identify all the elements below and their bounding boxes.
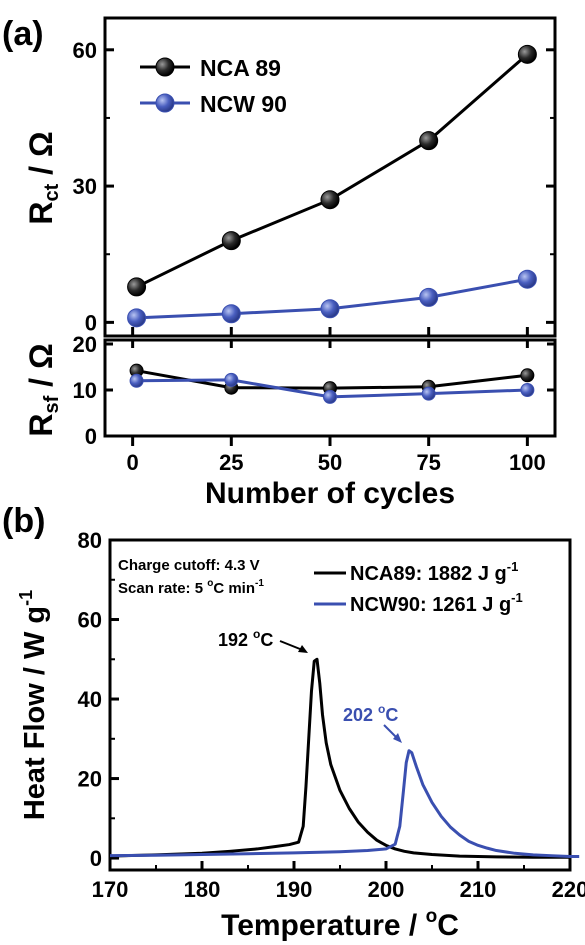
legend-nca-label: NCA 89 [200, 55, 281, 81]
a-bot-point-nca [520, 368, 535, 383]
a-bot-ytick-label: 10 [73, 378, 97, 403]
b-ytick-label: 40 [78, 687, 102, 712]
note-scan-rate-main: Scan rate: 5 [118, 580, 207, 597]
b-ytick-label: 20 [78, 767, 102, 792]
a-bot-xtick-label: 50 [318, 450, 342, 475]
panel-b-legend: NCA89: 1882 J g-1 NCW90: 1261 J g-1 [314, 559, 523, 616]
peak-ncw-sup: o [378, 702, 385, 716]
peak-nca-main: 192 [218, 630, 253, 650]
note-scan-rate-rest: C min [213, 580, 255, 597]
top-ylabel-main: R [23, 202, 59, 225]
peak-nca-sup: o [253, 627, 260, 641]
panel-b-ylabel-main: Heat Flow / W g [19, 606, 51, 820]
b-ytick-label: 80 [78, 528, 102, 553]
a-bot-xtick-label: 100 [509, 450, 546, 475]
legend-ncw90-sup: -1 [511, 590, 523, 605]
a-top-point-nca [221, 231, 241, 251]
a-bot-xtick-label: 0 [127, 450, 139, 475]
a-bot-point-ncw [129, 373, 144, 388]
peak-ncw-label: 202 oC [343, 702, 398, 725]
note-charge-cutoff: Charge cutoff: 4.3 V [118, 557, 260, 574]
a-bot-ytick-label: 0 [85, 424, 97, 449]
panel-a-bottom-series [129, 363, 535, 404]
legend-nca89-sup: -1 [507, 559, 519, 574]
peak-nca-arrowhead [298, 645, 308, 653]
note-scan-rate: Scan rate: 5 oC min-1 [118, 578, 264, 597]
bottom-ylabel-main: R [23, 414, 59, 437]
panel-b-ylabel-sup: -1 [16, 590, 36, 606]
legend-nca89-label: NCA89: 1882 J g-1 [350, 559, 518, 585]
peak-ncw-unit: C [385, 705, 398, 725]
b-ytick-label: 60 [78, 608, 102, 633]
a-top-point-ncw [127, 308, 147, 328]
a-bot-ytick-label: 20 [73, 332, 97, 357]
b-series-line-ncw [109, 749, 580, 858]
a-bot-point-ncw [520, 383, 535, 397]
b-xtick-label: 210 [460, 877, 497, 902]
b-xtick-label: 220 [552, 877, 585, 902]
legend-ncw90-label: NCW90: 1261 J g-1 [350, 590, 523, 616]
legend-nca89-main: NCA89: 1882 J g [350, 563, 507, 585]
a-top-point-nca [517, 44, 537, 64]
top-ylabel-unit: / Ω [23, 131, 59, 183]
panel-b-ylabel: Heat Flow / W g-1 [16, 590, 51, 820]
note-scan-rate-sup2: -1 [255, 578, 264, 589]
a-top-ytick-label: 60 [73, 38, 97, 63]
b-ytick-label: 0 [90, 846, 102, 871]
bottom-ylabel-unit: / Ω [23, 343, 59, 395]
panel-a-label: (a) [2, 15, 44, 53]
panel-b-xlabel-unit: C [437, 909, 459, 942]
a-top-ytick-label: 0 [85, 310, 97, 335]
legend-nca-marker [155, 57, 175, 77]
a-top-ytick-label: 30 [73, 174, 97, 199]
panel-b-xlabel-main: Temperature / [221, 909, 426, 942]
a-bot-point-ncw [323, 389, 337, 404]
legend-ncw-marker [155, 93, 175, 113]
panel-a-bottom-ylabel: Rsf / Ω [23, 343, 63, 436]
panel-a-top-ylabel: Rct / Ω [23, 131, 63, 224]
a-top-point-nca [127, 277, 147, 297]
a-top-point-nca [419, 131, 439, 151]
panel-b-xlabel-sup: o [426, 906, 438, 927]
panel-a-top-y-ticks: 0 30 60 [73, 38, 555, 336]
panel-a-bottom-ticks: 0 10 20 0 25 50 75 100 [73, 332, 555, 475]
note-scan-rate-sup: o [207, 578, 213, 589]
panel-b-series [109, 657, 580, 859]
peak-ncw-arrowhead [393, 733, 402, 743]
a-bot-point-ncw [224, 372, 239, 387]
a-top-point-ncw [517, 269, 537, 289]
peak-nca-unit: C [260, 630, 273, 650]
a-bot-xtick-label: 75 [416, 450, 440, 475]
a-bot-xtick-label: 25 [219, 450, 243, 475]
a-top-point-ncw [320, 299, 340, 319]
top-ylabel-sub: ct [41, 183, 63, 201]
a-top-series-line-nca [135, 53, 529, 289]
b-xtick-label: 170 [92, 877, 129, 902]
panel-b-xlabel: Temperature / oC [221, 906, 459, 942]
panel-b-label: (b) [2, 502, 45, 540]
b-series-line-nca [109, 657, 570, 859]
b-xtick-label: 180 [184, 877, 221, 902]
a-top-point-ncw [419, 287, 439, 307]
b-xtick-label: 190 [276, 877, 313, 902]
a-top-point-nca [320, 190, 340, 210]
panel-a-legend: NCA 89 NCW 90 [140, 55, 287, 117]
panel-a-top-series [127, 44, 537, 328]
legend-ncw-label: NCW 90 [200, 91, 287, 117]
a-top-point-ncw [221, 304, 241, 324]
peak-nca-label: 192 oC [218, 627, 273, 650]
panel-a-xlabel: Number of cycles [205, 477, 455, 510]
b-xtick-label: 200 [368, 877, 405, 902]
a-bot-point-ncw [421, 386, 436, 401]
panel-b-ticks: 0 20 40 60 80 170 180 190 200 210 220 [78, 528, 585, 902]
peak-ncw-main: 202 [343, 705, 378, 725]
legend-ncw90-main: NCW90: 1261 J g [350, 594, 511, 616]
bottom-ylabel-sub: sf [41, 395, 63, 413]
